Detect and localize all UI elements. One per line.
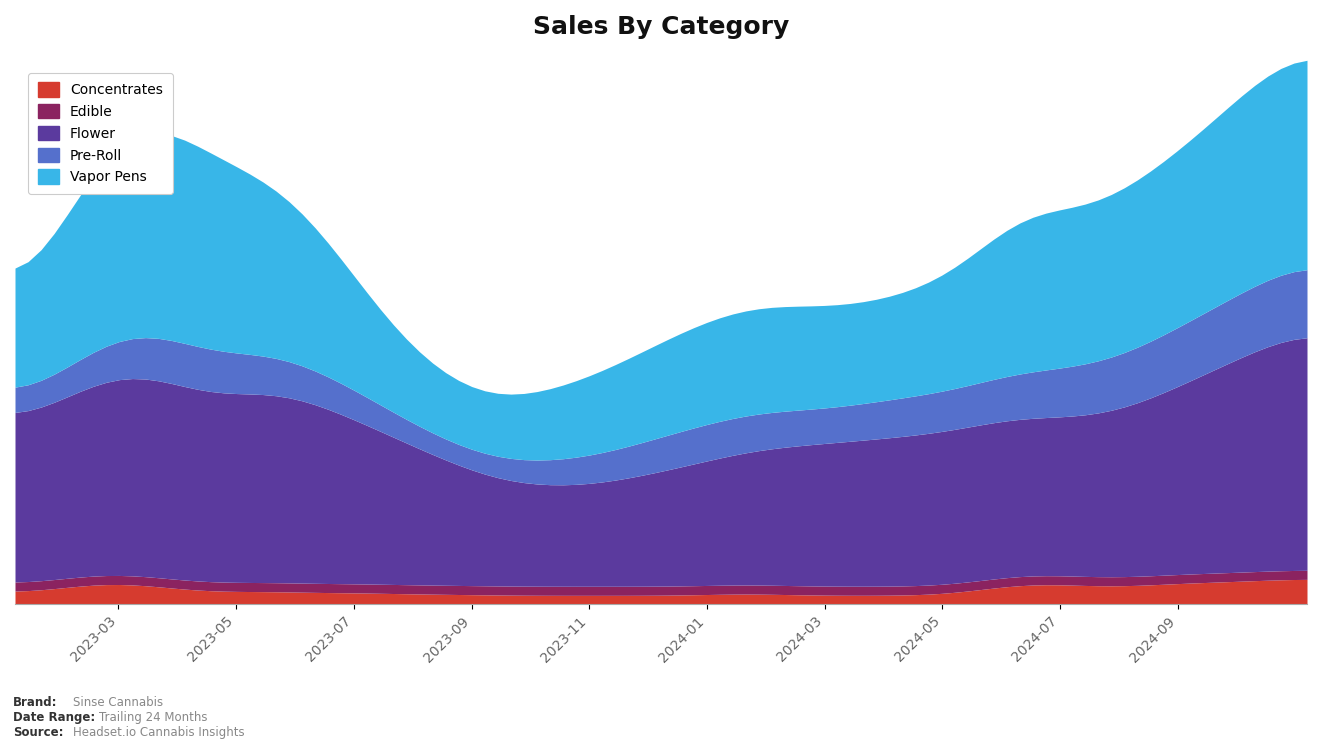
Title: Sales By Category: Sales By Category xyxy=(533,15,789,39)
Text: Sinse Cannabis: Sinse Cannabis xyxy=(73,696,163,709)
Text: Brand:: Brand: xyxy=(13,696,58,709)
Text: Date Range:: Date Range: xyxy=(13,711,95,724)
Legend: Concentrates, Edible, Flower, Pre-Roll, Vapor Pens: Concentrates, Edible, Flower, Pre-Roll, … xyxy=(28,72,173,194)
Text: Source:: Source: xyxy=(13,726,63,739)
Text: Headset.io Cannabis Insights: Headset.io Cannabis Insights xyxy=(73,726,245,739)
Text: Trailing 24 Months: Trailing 24 Months xyxy=(99,711,208,724)
